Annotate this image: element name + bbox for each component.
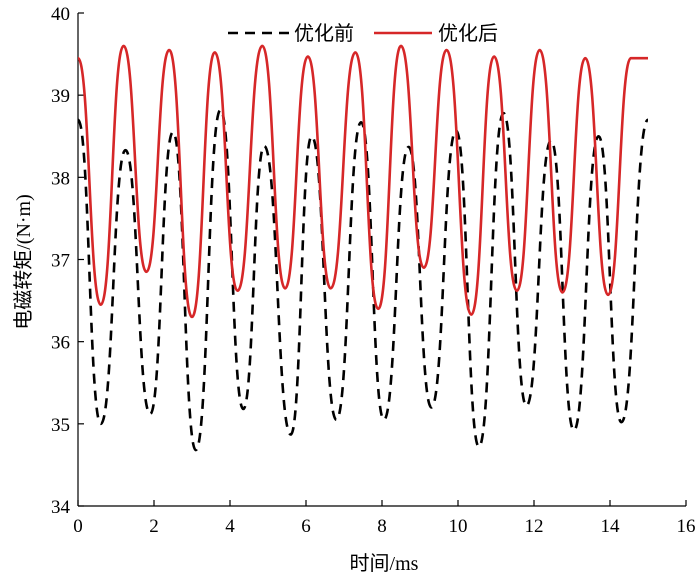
legend: 优化前 优化后	[228, 22, 498, 45]
y-tick-label: 36	[51, 333, 70, 354]
plot-area: 0 2 4 6 8 10 12 14 16 34 35 36 37 38 39 40	[51, 4, 696, 537]
y-tick-label: 37	[51, 251, 70, 272]
x-tick-label: 12	[525, 516, 544, 537]
x-tick-label: 0	[73, 516, 83, 537]
x-tick-label: 8	[377, 516, 387, 537]
x-tick-label: 6	[301, 516, 311, 537]
y-tick-label: 39	[51, 86, 70, 107]
y-tick-label: 35	[51, 415, 70, 436]
x-tick-label: 10	[449, 516, 468, 537]
x-tick-label: 2	[149, 516, 159, 537]
x-axis-label: 时间/ms	[350, 552, 419, 575]
y-tick-label: 40	[51, 4, 70, 25]
x-tick-label: 16	[677, 516, 696, 537]
legend-label-after: 优化后	[438, 22, 498, 45]
y-tick-label: 38	[51, 168, 70, 189]
series-line-after	[76, 44, 648, 319]
x-ticks: 0 2 4 6 8 10 12 14 16	[73, 500, 696, 537]
y-ticks: 34 35 36 37 38 39 40	[51, 4, 84, 518]
legend-label-before: 优化前	[294, 22, 354, 45]
series-group	[76, 44, 650, 452]
x-tick-label: 4	[225, 516, 235, 537]
y-tick-label: 34	[51, 497, 71, 518]
y-axis-label: 电磁转矩/(N·m)	[12, 194, 35, 330]
x-tick-label: 14	[601, 516, 621, 537]
series-line-before	[76, 108, 650, 452]
